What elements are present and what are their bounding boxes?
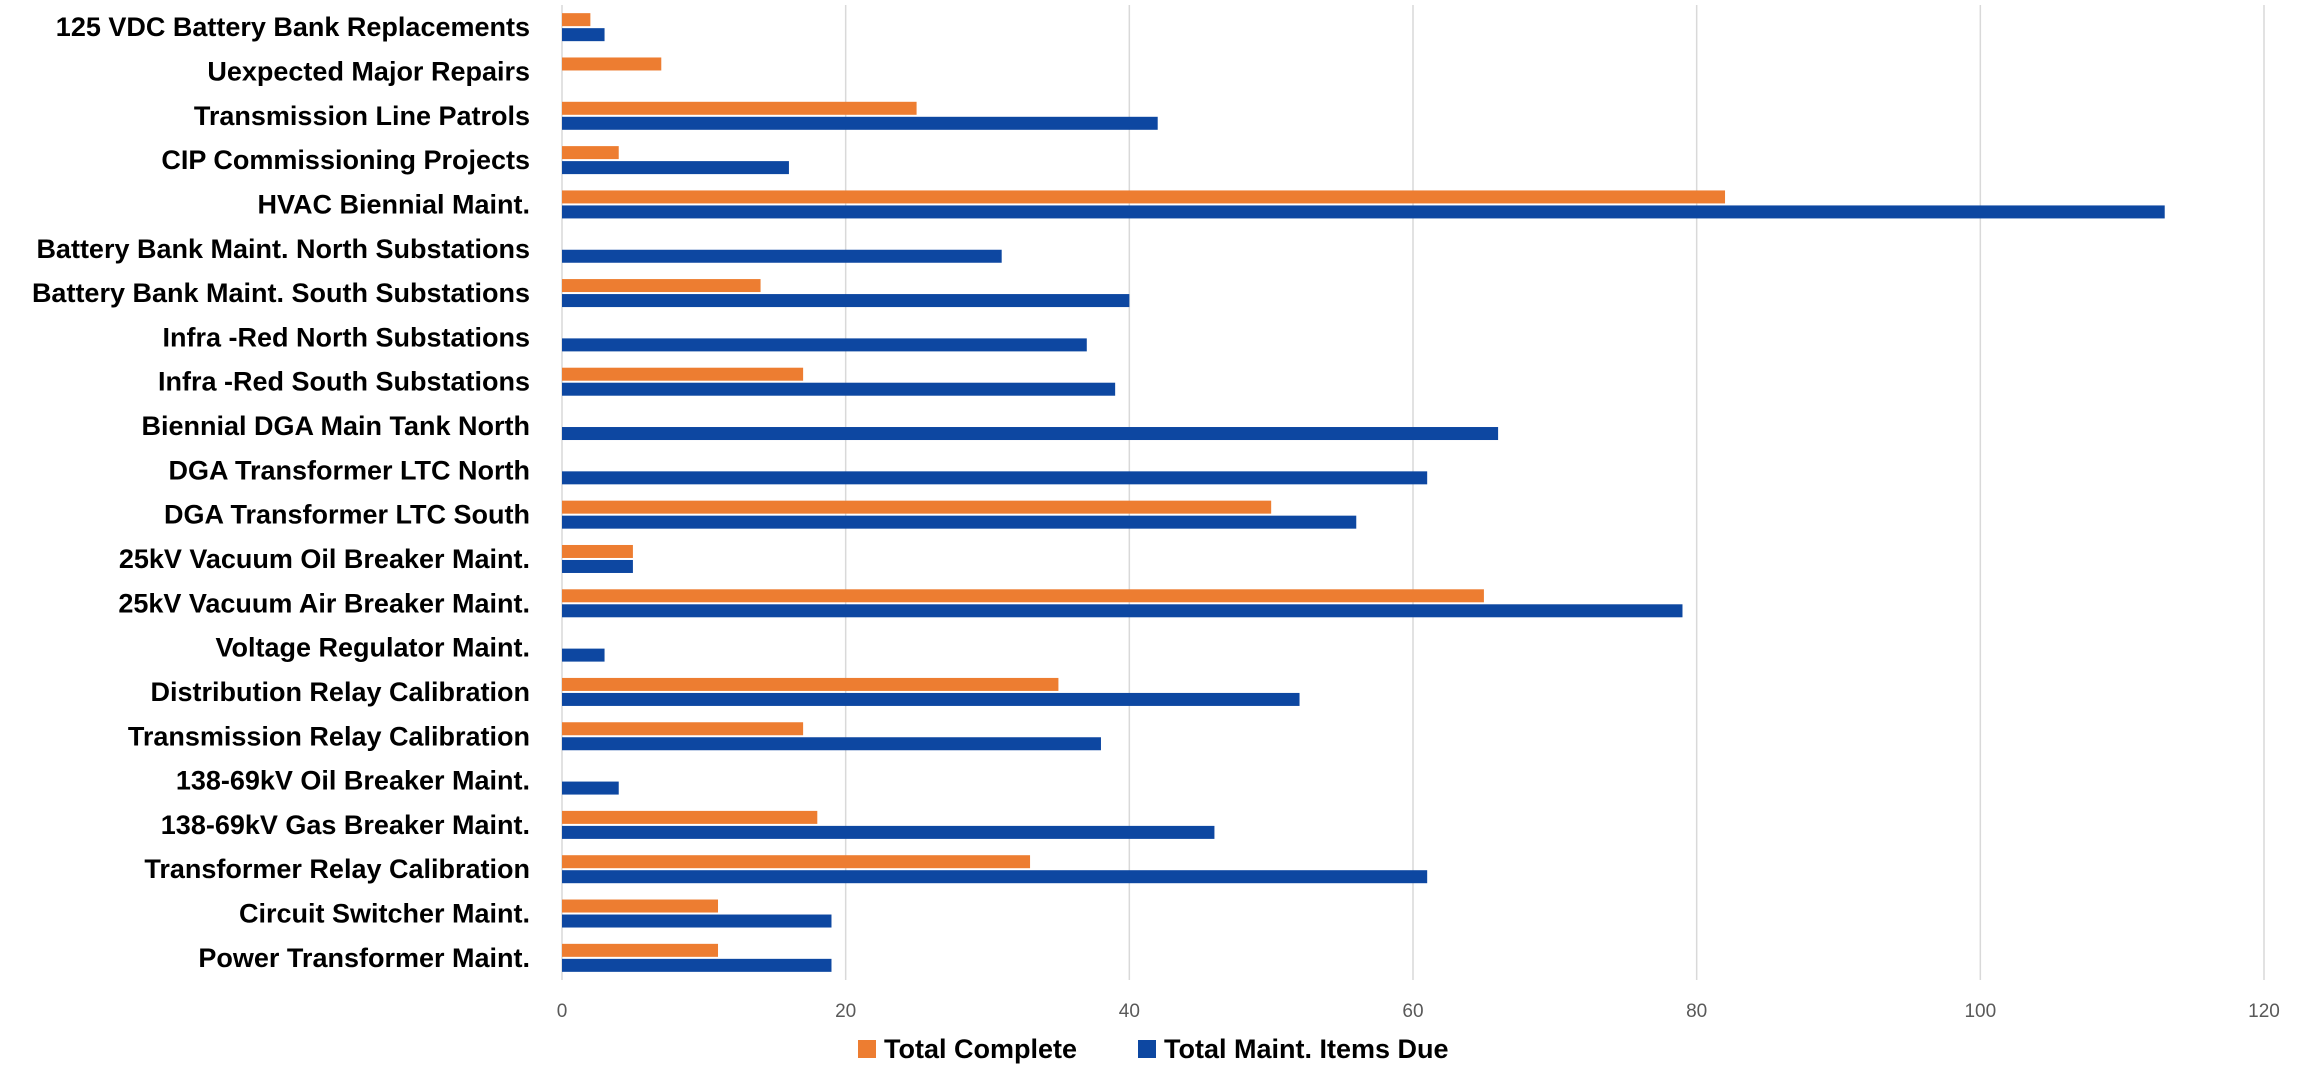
category-label: Circuit Switcher Maint. bbox=[239, 899, 530, 929]
x-tick-label: 120 bbox=[2248, 1001, 2280, 1022]
bar-total-complete bbox=[562, 544, 633, 558]
bar-total-due bbox=[562, 471, 1428, 485]
category-label: 138-69kV Gas Breaker Maint. bbox=[161, 810, 530, 840]
bar-total-due bbox=[562, 116, 1158, 130]
bar-total-due bbox=[562, 692, 1300, 706]
category-label: CIP Commissioning Projects bbox=[161, 145, 530, 175]
bar-total-complete bbox=[562, 146, 619, 160]
bar-total-due bbox=[562, 161, 789, 175]
bar-total-complete bbox=[562, 899, 719, 913]
bar-total-due bbox=[562, 737, 1101, 751]
category-label: Transformer Relay Calibration bbox=[144, 854, 530, 884]
bar-total-due bbox=[562, 781, 619, 795]
category-label: DGA Transformer LTC South bbox=[164, 500, 530, 530]
category-label: 125 VDC Battery Bank Replacements bbox=[56, 12, 530, 42]
x-tick-label: 20 bbox=[835, 1001, 856, 1022]
x-tick-label: 0 bbox=[557, 1001, 568, 1022]
bar-total-complete bbox=[562, 367, 804, 381]
bar-total-complete bbox=[562, 722, 804, 736]
category-label: 138-69kV Oil Breaker Maint. bbox=[176, 766, 530, 796]
bars bbox=[562, 13, 2165, 972]
bar-total-due bbox=[562, 870, 1428, 884]
category-label: Infra -Red North Substations bbox=[162, 322, 530, 352]
bar-total-complete bbox=[562, 57, 662, 71]
bar-total-complete bbox=[562, 810, 818, 824]
bar-total-complete bbox=[562, 589, 1484, 603]
bar-total-complete bbox=[562, 677, 1059, 691]
bar-total-due bbox=[562, 294, 1130, 308]
bar-total-due bbox=[562, 825, 1215, 839]
bar-total-complete bbox=[562, 101, 917, 115]
bar-total-due bbox=[562, 914, 832, 928]
category-label: 25kV Vacuum Oil Breaker Maint. bbox=[119, 544, 530, 574]
legend-label: Total Maint. Items Due bbox=[1164, 1034, 1449, 1064]
legend-swatch bbox=[858, 1040, 876, 1058]
bar-total-due bbox=[562, 648, 605, 662]
category-label: Transmission Line Patrols bbox=[194, 101, 530, 131]
x-axis-ticks: 0 20 40 60 80 100 120 bbox=[557, 1001, 2280, 1022]
bar-total-complete bbox=[562, 943, 719, 957]
bar-total-due bbox=[562, 338, 1087, 352]
category-label: Transmission Relay Calibration bbox=[128, 721, 530, 751]
category-label: Voltage Regulator Maint. bbox=[215, 633, 530, 663]
x-tick-label: 40 bbox=[1119, 1001, 1140, 1022]
category-label: Infra -Red South Substations bbox=[158, 367, 530, 397]
x-tick-label: 100 bbox=[1964, 1001, 1996, 1022]
bar-total-due bbox=[562, 958, 832, 972]
legend: Total Complete Total Maint. Items Due bbox=[858, 1034, 1449, 1064]
bar-total-due bbox=[562, 427, 1499, 441]
x-tick-label: 60 bbox=[1402, 1001, 1423, 1022]
legend-label: Total Complete bbox=[884, 1034, 1077, 1064]
category-label: Battery Bank Maint. South Substations bbox=[32, 278, 530, 308]
category-label: Distribution Relay Calibration bbox=[150, 677, 530, 707]
bar-total-complete bbox=[562, 500, 1272, 514]
category-label: HVAC Biennial Maint. bbox=[257, 189, 530, 219]
bar-total-complete bbox=[562, 855, 1031, 869]
bar-total-complete bbox=[562, 13, 591, 27]
gridlines bbox=[561, 5, 2265, 980]
category-label: Battery Bank Maint. North Substations bbox=[36, 234, 530, 264]
category-label: Biennial DGA Main Tank North bbox=[141, 411, 530, 441]
category-label: Uexpected Major Repairs bbox=[207, 56, 530, 86]
bar-total-complete bbox=[562, 190, 1726, 204]
bar-total-due bbox=[562, 382, 1116, 396]
bar-total-due bbox=[562, 515, 1357, 529]
legend-swatch bbox=[1138, 1040, 1156, 1058]
category-label: 25kV Vacuum Air Breaker Maint. bbox=[118, 588, 530, 618]
category-labels: 125 VDC Battery Bank Replacements Uexpect… bbox=[32, 12, 530, 973]
bar-total-due bbox=[562, 559, 633, 573]
category-label: DGA Transformer LTC North bbox=[168, 455, 530, 485]
bar-total-due bbox=[562, 28, 605, 42]
category-label: Power Transformer Maint. bbox=[198, 943, 530, 973]
bar-total-complete bbox=[562, 279, 761, 293]
x-tick-label: 80 bbox=[1686, 1001, 1707, 1022]
bar-total-due bbox=[562, 604, 1683, 618]
bar-total-due bbox=[562, 205, 2165, 219]
bar-total-due bbox=[562, 249, 1002, 263]
